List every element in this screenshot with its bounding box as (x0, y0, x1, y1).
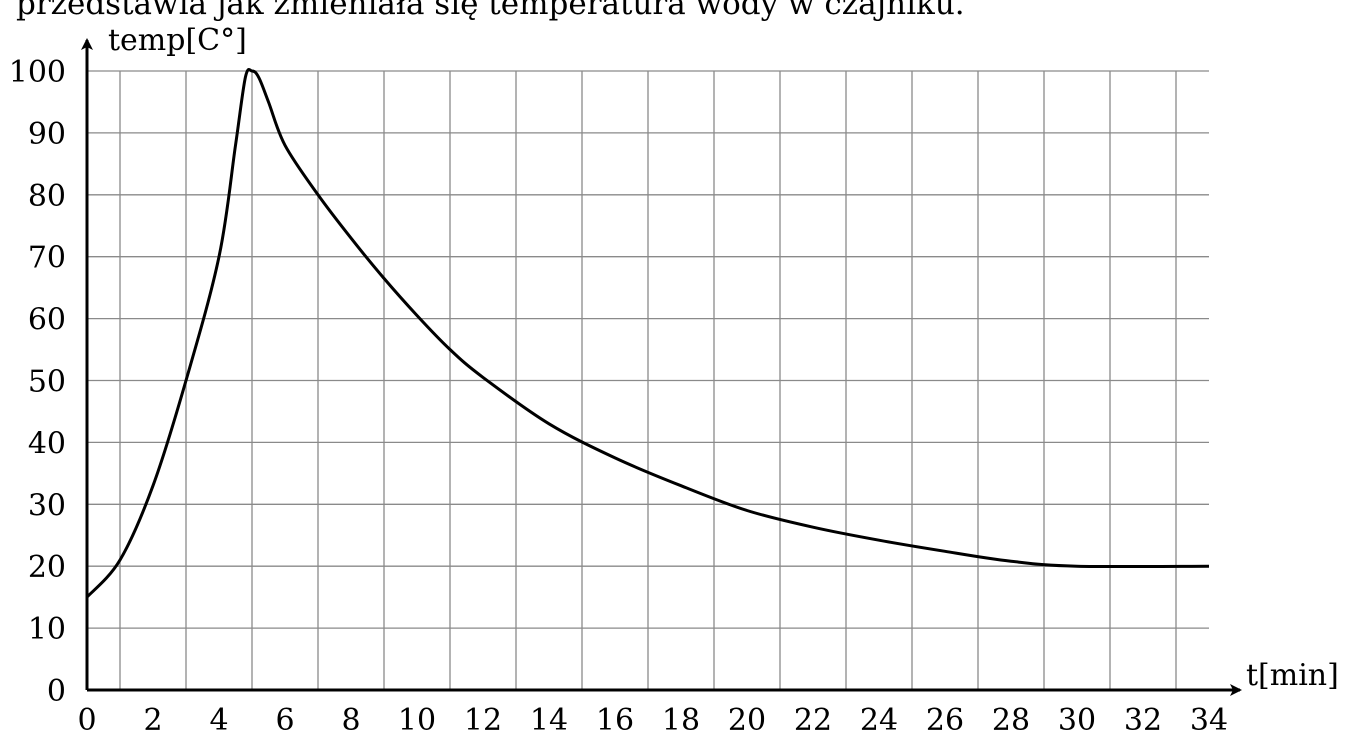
y-tick-label: 70 (28, 241, 66, 276)
series-line-0 (85, 67, 1210, 599)
tick-labels: 0 2 4 6 8 10 12 14 16 18 20 22 24 26 28 30 32 34010203040… (9, 55, 1228, 738)
y-tick-label: 50 (28, 365, 66, 400)
x-tick-label: 12 (464, 703, 502, 738)
series-group (85, 67, 1210, 599)
y-tick-label: 80 (28, 179, 66, 214)
x-tick-label: 26 (926, 703, 964, 738)
x-tick-label: 10 (398, 703, 436, 738)
y-tick-label: 10 (28, 612, 66, 647)
x-tick-label: 14 (530, 703, 568, 738)
x-tick-label: 18 (662, 703, 700, 738)
x-tick-label: 30 (1058, 703, 1096, 738)
x-tick-label: 24 (860, 703, 898, 738)
x-tick-label: 6 (275, 703, 294, 738)
x-tick-label: 8 (341, 703, 360, 738)
y-tick-label: 40 (28, 426, 66, 461)
x-tick-label: 28 (992, 703, 1030, 738)
x-tick-label: 0 (77, 703, 96, 738)
y-tick-label: 60 (28, 303, 66, 338)
x-tick-label: 2 (143, 703, 162, 738)
x-tick-label: 4 (209, 703, 228, 738)
x-tick-label: 22 (794, 703, 832, 738)
y-tick-label: 90 (28, 117, 66, 152)
y-tick-label: 0 (47, 674, 66, 709)
y-tick-label: 20 (28, 550, 66, 585)
x-tick-label: 32 (1124, 703, 1162, 738)
y-tick-label: 100 (9, 55, 66, 90)
x-tick-label: 34 (1190, 703, 1228, 738)
x-tick-label: 20 (728, 703, 766, 738)
x-axis-label: t[min] (1246, 658, 1339, 693)
y-axis-label: temp[C°] (108, 23, 247, 58)
y-tick-label: 30 (28, 488, 66, 523)
x-tick-label: 16 (596, 703, 634, 738)
axes (81, 38, 1242, 696)
grid-lines (87, 70, 1209, 690)
caption-text: przedstawia jak zmieniała się temperatur… (16, 0, 965, 22)
